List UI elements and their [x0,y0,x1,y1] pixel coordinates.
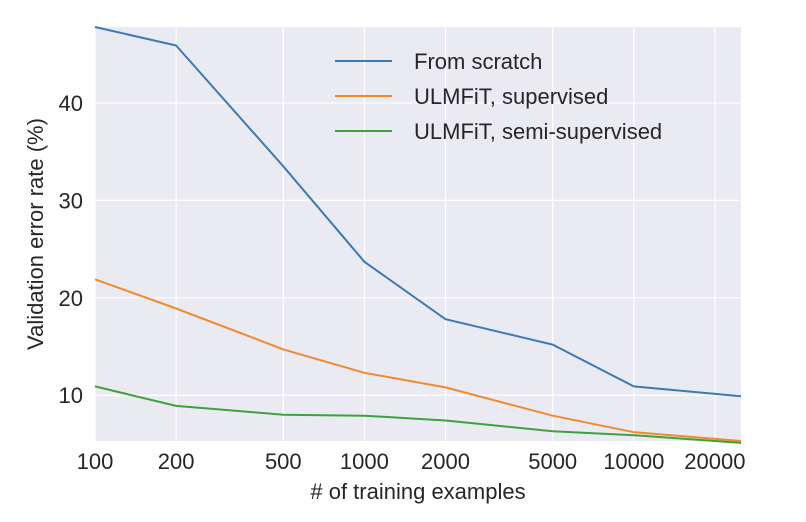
legend-label: ULMFiT, supervised [414,84,608,109]
x-tick-label: 1000 [340,449,389,474]
series-lines [94,26,742,444]
x-tick-label: 200 [158,449,195,474]
y-ticks: 10 20 30 40 [59,91,83,408]
grid [94,27,741,441]
series-line-2 [94,278,742,442]
y-tick-label: 40 [59,91,83,116]
series-line-1 [94,26,742,398]
y-tick-label: 20 [59,286,83,311]
y-tick-label: 10 [59,383,83,408]
legend-label: From scratch [414,49,542,74]
legend-label: ULMFiT, semi-supervised [414,119,662,144]
y-tick-label: 30 [59,188,83,213]
legend: From scratch ULMFiT, supervised ULMFiT, se… [335,49,662,144]
x-ticks: 100 200 500 1000 2000 5000 10000 20000 [77,449,746,474]
x-tick-label: 100 [77,449,114,474]
y-axis-label: Validation error rate (%) [23,118,48,350]
series-line-3 [94,385,742,444]
x-tick-label: 500 [265,449,302,474]
x-tick-label: 10000 [603,449,664,474]
x-tick-label: 2000 [421,449,470,474]
x-tick-label: 5000 [528,449,577,474]
x-tick-label: 20000 [684,449,745,474]
x-axis-label: # of training examples [310,479,525,504]
